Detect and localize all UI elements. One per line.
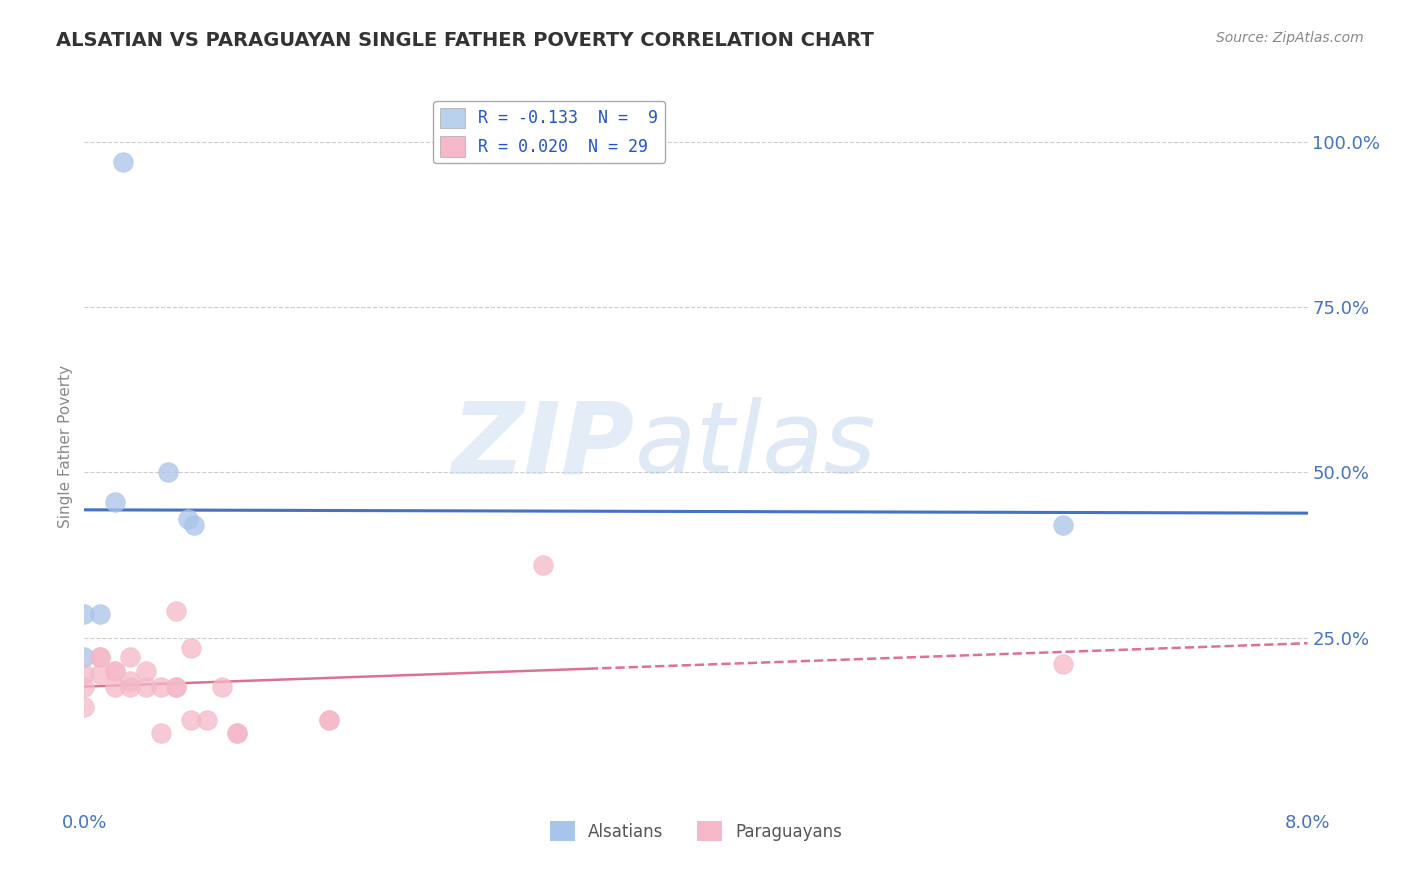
Point	[531, 558, 554, 572]
Point	[135, 680, 157, 694]
Point	[226, 726, 249, 740]
Point	[104, 664, 127, 678]
Point	[177, 511, 200, 525]
Point	[318, 713, 340, 727]
Point	[73, 607, 96, 622]
Point	[157, 466, 180, 480]
Point	[1052, 518, 1074, 533]
Point	[89, 650, 111, 665]
Point	[73, 650, 96, 665]
Point	[73, 700, 96, 714]
Legend: Alsatians, Paraguayans: Alsatians, Paraguayans	[543, 814, 849, 848]
Point	[165, 680, 187, 694]
Point	[149, 680, 172, 694]
Point	[1052, 657, 1074, 671]
Point	[135, 664, 157, 678]
Point	[104, 664, 127, 678]
Point	[111, 154, 134, 169]
Point	[89, 650, 111, 665]
Point	[318, 713, 340, 727]
Text: ZIP: ZIP	[451, 398, 636, 494]
Point	[165, 680, 187, 694]
Y-axis label: Single Father Poverty: Single Father Poverty	[58, 365, 73, 527]
Point	[165, 604, 187, 618]
Point	[180, 713, 202, 727]
Point	[73, 680, 96, 694]
Point	[89, 667, 111, 681]
Point	[195, 713, 218, 727]
Point	[149, 726, 172, 740]
Text: Source: ZipAtlas.com: Source: ZipAtlas.com	[1216, 31, 1364, 45]
Point	[211, 680, 233, 694]
Point	[120, 673, 142, 688]
Text: atlas: atlas	[636, 398, 876, 494]
Point	[120, 680, 142, 694]
Point	[104, 495, 127, 509]
Point	[104, 680, 127, 694]
Text: ALSATIAN VS PARAGUAYAN SINGLE FATHER POVERTY CORRELATION CHART: ALSATIAN VS PARAGUAYAN SINGLE FATHER POV…	[56, 31, 875, 50]
Point	[226, 726, 249, 740]
Point	[89, 607, 111, 622]
Point	[73, 667, 96, 681]
Point	[120, 650, 142, 665]
Point	[183, 518, 205, 533]
Point	[180, 640, 202, 655]
